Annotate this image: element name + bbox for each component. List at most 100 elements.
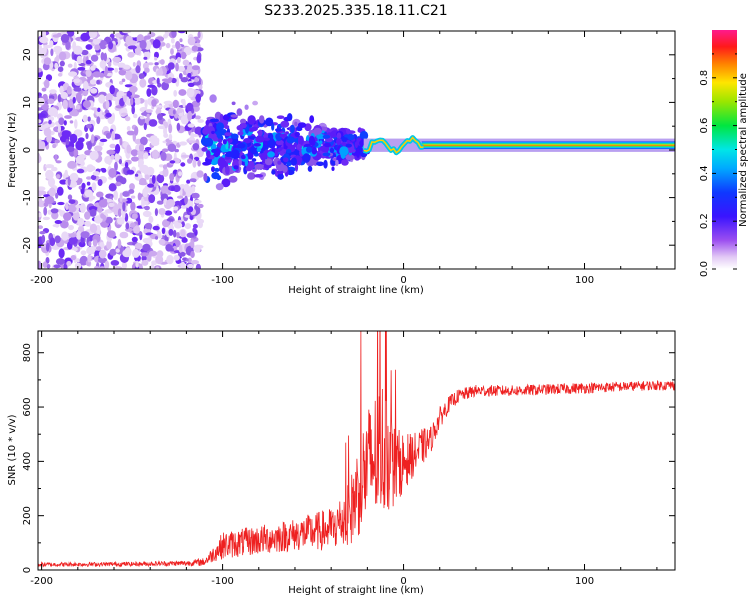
spectrogram-noise-blob <box>188 206 194 213</box>
spectrogram-noise-blob <box>56 186 64 196</box>
spectrogram-blob <box>302 153 311 163</box>
spectrogram-noise-blob <box>195 93 201 103</box>
spectrogram-ylabel: Frequency (Hz) <box>7 112 18 188</box>
spectrogram-noise-blob <box>108 202 115 207</box>
spectrogram-blob <box>254 174 264 178</box>
spectrogram-noise-blob <box>59 60 65 67</box>
spectrogram-noise-blob <box>164 31 169 37</box>
spectrogram-noise-blob <box>47 98 55 104</box>
spectrogram-noise-blob <box>114 153 120 162</box>
spectrogram-noise-blob <box>76 168 85 174</box>
spectrogram-noise-blob <box>105 132 112 139</box>
spectrogram-blob <box>307 165 313 172</box>
spectrogram-noise-blob <box>96 116 101 125</box>
spectrogram-noise-blob <box>168 228 174 236</box>
spectrogram-blob <box>294 121 298 127</box>
spectrogram-noise-blob <box>143 56 148 60</box>
spectrogram-noise-blob <box>90 88 98 94</box>
colorbar-gradient <box>712 30 737 269</box>
spectrogram-noise-blob <box>69 120 74 124</box>
spectrogram-blob <box>228 175 238 183</box>
spectrogram-noise-blob <box>38 67 43 73</box>
spectrogram-noise-blob <box>122 202 126 212</box>
spectrogram-noise-blob <box>115 143 121 154</box>
spectrogram-noise-blob <box>53 45 63 54</box>
spectrogram-blob <box>345 154 355 161</box>
spectrogram-noise-blob <box>187 72 192 78</box>
spectrogram-noise-blob <box>67 63 73 68</box>
spectrogram-noise-blob <box>92 171 100 176</box>
spectrogram-noise-blob <box>166 218 174 222</box>
spectrogram-noise-blob <box>54 235 61 244</box>
spectrogram-noise-blob <box>73 87 82 92</box>
spectrogram-xtick-label: 0 <box>400 275 406 286</box>
spectrogram-blob <box>216 122 225 131</box>
spectrogram-blob <box>211 148 217 153</box>
spectrogram-noise-blob <box>171 186 175 191</box>
spectrogram-noise-blob <box>84 211 91 220</box>
spectrogram-noise-blob <box>137 149 145 156</box>
spectrogram-blob <box>280 120 290 128</box>
spectrogram-noise-blob <box>88 39 93 43</box>
spectrogram-noise-blob <box>106 149 116 155</box>
spectrogram-noise-blob <box>194 204 198 211</box>
spectrogram-noise-blob <box>161 81 170 91</box>
spectrogram-noise-blob <box>187 64 193 73</box>
spectrogram-noise-blob <box>131 236 138 243</box>
spectrogram-blob <box>336 132 342 140</box>
spectrogram-noise-blob <box>175 41 181 50</box>
spectrogram-noise-blob <box>113 266 123 269</box>
spectrogram-noise-blob <box>180 115 189 125</box>
spectrogram-noise-blob <box>127 45 137 50</box>
spectrogram-blob <box>345 143 352 148</box>
colorbar-tick-label: 0.2 <box>699 213 710 229</box>
spectrogram-noise-blob <box>43 202 49 208</box>
spectrogram-noise-blob <box>156 173 165 184</box>
spectrogram-noise-blob <box>117 238 122 249</box>
spectrogram-noise-blob <box>119 80 124 85</box>
spectrogram-noise-blob <box>148 194 156 204</box>
spectrogram-noise-blob <box>113 190 118 201</box>
spectrogram-noise-blob <box>146 88 152 97</box>
spectrogram-noise-blob <box>47 116 55 122</box>
spectrogram-noise-blob <box>58 117 65 125</box>
spectrogram-noise-blob <box>184 195 188 205</box>
spectrogram-blob <box>250 146 259 155</box>
spectrogram-noise-blob <box>168 133 173 141</box>
spectrogram-noise-blob <box>131 105 135 115</box>
spectrogram-noise-blob <box>69 133 78 144</box>
spectrogram-noise-blob <box>129 183 135 191</box>
spectrogram-noise-blob <box>192 81 201 86</box>
spectrogram-noise-blob <box>72 96 76 104</box>
spectrogram-noise-blob <box>114 135 121 140</box>
spectrogram-noise-blob <box>45 74 53 82</box>
spectrogram-noise-blob <box>68 233 77 238</box>
spectrogram-tone-band <box>421 141 675 149</box>
spectrogram-noise-blob <box>158 208 166 215</box>
spectrogram-noise-blob <box>67 160 77 169</box>
spectrogram-noise-blob <box>52 143 57 149</box>
spectrogram-noise-blob <box>141 255 147 262</box>
spectrogram-noise-blob <box>134 97 141 105</box>
spectrogram-noise-blob <box>147 183 155 188</box>
spectrogram-noise-blob <box>75 92 82 103</box>
spectrogram-noise-blob <box>145 109 153 113</box>
spectrogram-noise-blob <box>132 248 140 258</box>
spectrogram-noise-blob <box>75 230 82 240</box>
spectrogram-noise-blob <box>124 84 133 88</box>
spectrogram-blob <box>264 158 273 166</box>
spectrogram-noise-blob <box>158 238 166 246</box>
spectrogram-noise-blob <box>125 70 133 81</box>
spectrogram-noise-blob <box>85 44 93 50</box>
spectrogram-noise-blob <box>161 148 169 153</box>
spectrogram-noise-blob <box>151 149 159 160</box>
snr-axes: -200 -100 0 100 0 200 400 600 800 <box>22 331 675 587</box>
snr-ytick-label: 400 <box>22 452 33 471</box>
spectrogram-noise-blob <box>89 150 99 161</box>
spectrogram-noise-blob <box>110 154 115 160</box>
snr-ytick-label: 800 <box>22 343 33 362</box>
spectrogram-noise-blob <box>68 98 74 109</box>
spectrogram-noise-blob <box>167 143 177 152</box>
spectrogram-noise-blob <box>73 148 79 159</box>
spectrogram-noise-blob <box>45 242 50 252</box>
